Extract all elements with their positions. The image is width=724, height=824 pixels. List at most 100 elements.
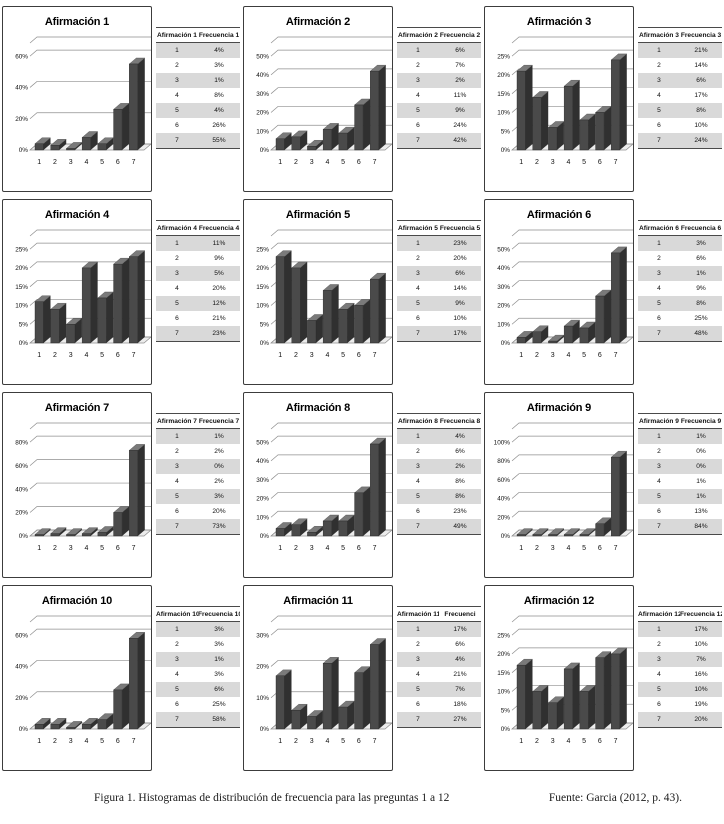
cell-category: 7	[156, 133, 198, 149]
cell-category: 2	[416, 255, 420, 262]
table-row: 3 0%	[156, 459, 240, 474]
table-header-frequency: Frecuencia 2	[439, 27, 481, 43]
bar-chart-canvas: 0% 10% 20% 30% 1 2 3 4 5 6 7	[256, 615, 392, 745]
figure-caption: Figura 1. Histogramas de distribución de…	[94, 792, 450, 804]
frequency-table-wrap: Afirmación 3 Frecuencia 3 1 21% 2 14% 3 6% 4 17…	[638, 27, 722, 199]
svg-text:0%: 0%	[19, 147, 29, 154]
frequency-table-1: Afirmación 1 Frecuencia 1 1 4% 2 3% 3 1% 4 8% 5 4…	[156, 27, 240, 149]
svg-text:0%: 0%	[19, 340, 29, 347]
frequency-table-wrap: Afirmación 12 Frecuencia 12 1 17% 2 10% 3 7% 4…	[638, 606, 722, 778]
svg-text:1: 1	[278, 159, 282, 166]
table-row: 7 27%	[397, 712, 481, 728]
cell-frequency: 14%	[694, 62, 708, 69]
frequency-table-3: Afirmación 3 Frecuencia 3 1 21% 2 14% 3 6% 4 17…	[638, 27, 722, 149]
svg-text:20%: 20%	[15, 510, 28, 517]
cell-frequency: 3%	[214, 671, 224, 678]
chart-afirmacion-7: Afirmación 7 0% 20% 40% 60% 80% 1 2 3 4 5 6 7	[2, 392, 152, 578]
table-row: 3 2%	[397, 73, 481, 88]
svg-text:7: 7	[132, 159, 136, 166]
table-row: 6 24%	[397, 118, 481, 133]
svg-text:60%: 60%	[15, 632, 28, 639]
table-row: 5 12%	[156, 296, 240, 311]
cell-category: 2	[416, 448, 420, 455]
table-row: 1 4%	[156, 42, 240, 58]
caption-row: Figura 1. Histogramas de distribución de…	[2, 778, 722, 804]
cell-frequency: 17%	[453, 626, 467, 633]
svg-text:20%: 20%	[15, 116, 28, 123]
cell-category: 3	[657, 270, 661, 277]
histogram-unit-7: Afirmación 7 0% 20% 40% 60% 80% 1 2 3 4 5 6 7 Afirm…	[2, 392, 240, 585]
cell-frequency: 3%	[214, 626, 224, 633]
table-row: 1 11%	[156, 235, 240, 251]
svg-text:20%: 20%	[15, 695, 28, 702]
cell-frequency: 58%	[198, 712, 240, 728]
table-row: 1 1%	[156, 428, 240, 444]
cell-frequency: 8%	[696, 300, 706, 307]
svg-text:2: 2	[53, 545, 57, 552]
cell-category: 6	[657, 701, 661, 708]
cell-category: 2	[657, 641, 661, 648]
table-header-affirmation: Afirmación 1	[156, 27, 198, 43]
cell-frequency: 7%	[455, 62, 465, 69]
chart-afirmacion-10: Afirmación 10 0% 20% 40% 60% 1 2 3 4 5 6 7	[2, 585, 152, 771]
table-row: 2 6%	[397, 444, 481, 459]
svg-text:4: 4	[84, 738, 88, 745]
table-row: 3 6%	[638, 73, 722, 88]
chart-title: Afirmación 4	[44, 209, 110, 221]
cell-category: 2	[657, 62, 661, 69]
svg-text:4: 4	[84, 159, 88, 166]
table-row: 1 6%	[397, 42, 481, 58]
svg-text:7: 7	[614, 738, 618, 745]
cell-frequency: 4%	[214, 47, 224, 54]
svg-text:60%: 60%	[497, 477, 510, 484]
cell-frequency: 7%	[696, 656, 706, 663]
svg-text:25%: 25%	[497, 53, 510, 60]
cell-category: 7	[638, 133, 680, 149]
table-header-affirmation: Afirmación 4	[156, 220, 198, 236]
cell-frequency: 25%	[212, 701, 226, 708]
table-row: 4 3%	[156, 667, 240, 682]
table-row: 7 49%	[397, 519, 481, 535]
cell-frequency: 3%	[214, 62, 224, 69]
svg-text:50%: 50%	[256, 439, 269, 446]
cell-category: 7	[156, 712, 198, 728]
table-row: 4 16%	[638, 667, 722, 682]
svg-text:15%: 15%	[256, 284, 269, 291]
svg-text:1: 1	[37, 738, 41, 745]
table-header-row: Afirmación 7 Frecuencia 7	[156, 413, 240, 429]
cell-category: 4	[416, 285, 420, 292]
chart-title: Afirmación 3	[526, 16, 592, 28]
cell-frequency: 7%	[455, 686, 465, 693]
chart-afirmacion-2: Afirmación 2 0% 10% 20% 30% 40% 50% 1 2 3 4 5 6 7	[243, 6, 393, 192]
table-row: 3 1%	[638, 266, 722, 281]
cell-frequency: 26%	[212, 122, 226, 129]
svg-text:40%: 40%	[15, 486, 28, 493]
histogram-unit-11: Afirmación 11 0% 10% 20% 30% 1 2 3 4 5 6 7 Afirmac…	[243, 585, 481, 778]
svg-text:30%: 30%	[497, 284, 510, 291]
cell-frequency: 21%	[212, 315, 226, 322]
cell-category: 3	[175, 270, 179, 277]
svg-text:2: 2	[535, 738, 539, 745]
svg-text:3: 3	[310, 352, 314, 359]
table-row: 1 23%	[397, 235, 481, 251]
svg-text:4: 4	[325, 738, 329, 745]
cell-frequency: 21%	[694, 47, 708, 54]
chart-afirmacion-12: Afirmación 12 0% 5% 10% 15% 20% 25% 1 2 3 4 5 6 7	[484, 585, 634, 771]
table-row: 5 6%	[156, 682, 240, 697]
svg-text:5: 5	[100, 159, 104, 166]
frequency-table-wrap: Afirmación 2 Frecuencia 2 1 6% 2 7% 3 2% 4 11% 5…	[397, 27, 481, 199]
svg-text:6: 6	[598, 159, 602, 166]
chart-afirmacion-4: Afirmación 4 0% 5% 10% 15% 20% 25% 1 2 3 4 5 6 7	[2, 199, 152, 385]
svg-text:5%: 5%	[260, 321, 270, 328]
svg-text:0%: 0%	[501, 340, 511, 347]
table-row: 5 8%	[397, 489, 481, 504]
svg-text:20%: 20%	[256, 110, 269, 117]
table-row: 3 4%	[397, 652, 481, 667]
table-row: 5 1%	[638, 489, 722, 504]
table-header-affirmation: Afirmación 6	[638, 220, 680, 236]
svg-text:5: 5	[100, 738, 104, 745]
cell-frequency: 6%	[455, 641, 465, 648]
cell-frequency: 1%	[696, 433, 706, 440]
chart-title: Afirmación 2	[285, 16, 351, 28]
table-row: 6 21%	[156, 311, 240, 326]
